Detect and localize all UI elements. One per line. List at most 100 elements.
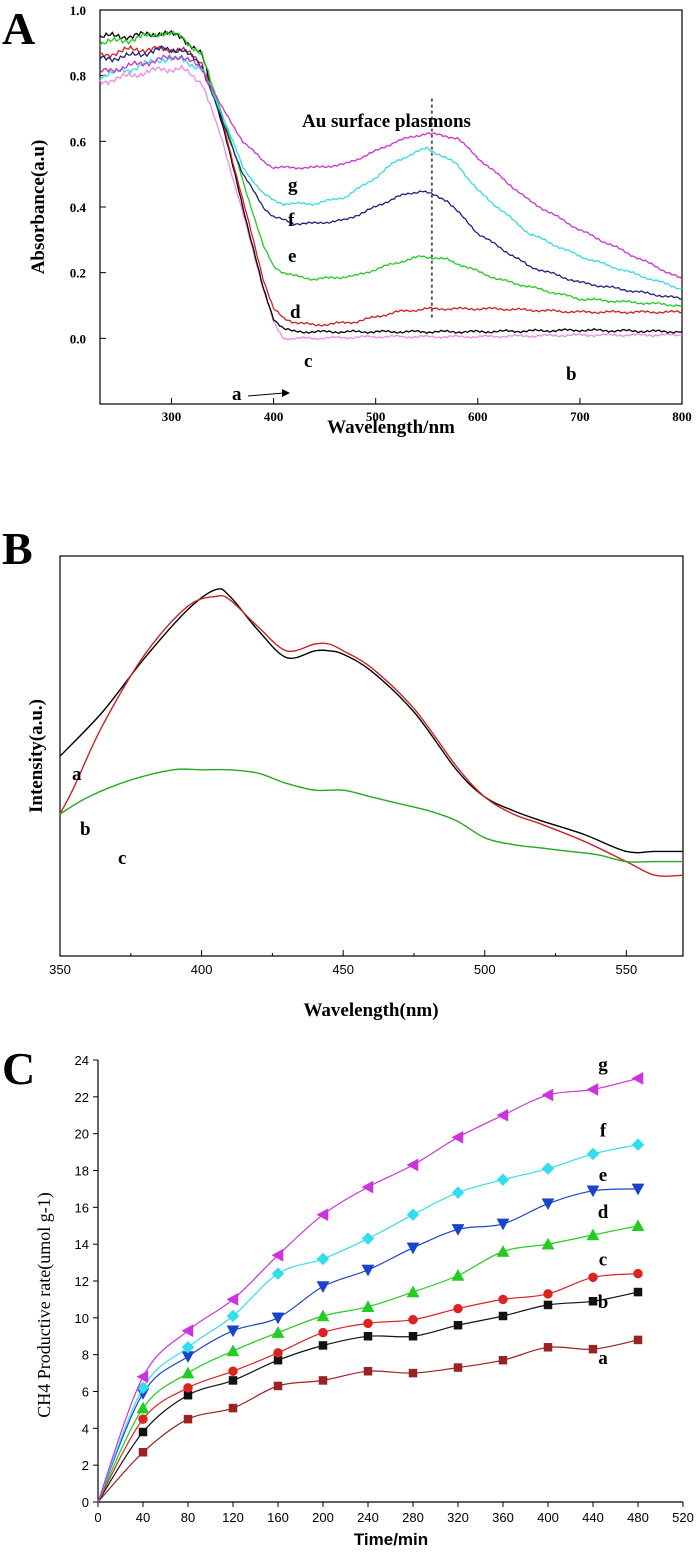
c-ytick-label: 18: [75, 1164, 89, 1179]
c-series-e-point: [631, 1183, 645, 1196]
a-series-f-line: [99, 55, 683, 290]
c-series-a-point: [543, 1343, 553, 1352]
c-series-e-point: [271, 1312, 285, 1325]
c-series-b-point: [318, 1341, 328, 1350]
c-series-g-point: [316, 1208, 329, 1222]
c-ytick-label: 8: [82, 1348, 89, 1363]
b-series-a-line: [59, 588, 683, 854]
c-series-d-point: [316, 1309, 330, 1322]
c-series-c-point: [363, 1318, 373, 1329]
c-series-f-point: [586, 1147, 600, 1161]
c-series-f-point: [316, 1252, 330, 1266]
c-series-f-point: [406, 1208, 420, 1222]
c-series-a-point: [273, 1381, 283, 1391]
c-ytick-label: 6: [82, 1385, 89, 1400]
c-series-b-point: [138, 1427, 148, 1437]
a-label-e: e: [288, 246, 296, 267]
a-label-f: f: [288, 210, 295, 231]
c-series-d-point: [496, 1245, 510, 1257]
c-series-e-point: [316, 1281, 330, 1294]
c-series-g-point: [361, 1180, 374, 1194]
c-label-a: a: [598, 1348, 608, 1369]
c-label-b: b: [598, 1292, 609, 1313]
panel-b-plot-frame: [59, 555, 684, 957]
c-series-f-point: [361, 1232, 375, 1245]
c-series-a-point: [453, 1363, 463, 1372]
panel-a-xlabel: Wavelength/nm: [327, 417, 455, 438]
panel-c-chart: C 0 40 80 120 160 200 240 280 320 360 400 440 480 520…: [2, 1043, 694, 1549]
c-series-d-point: [136, 1401, 150, 1414]
c-series-d-point: [541, 1237, 555, 1250]
a-ytick-label: 1.0: [70, 3, 86, 18]
a-ytick-label: 0.8: [70, 69, 87, 84]
a-label-a: a: [232, 384, 242, 405]
c-ytick-label: 24: [75, 1053, 89, 1068]
a-xtick-label: 400: [264, 409, 284, 424]
b-xtick-label: 550: [616, 962, 638, 977]
c-ytick-label: 12: [75, 1274, 89, 1289]
c-series-e-point: [451, 1224, 465, 1236]
c-xtick-label: 400: [537, 1510, 559, 1525]
c-series-e-point: [586, 1185, 600, 1198]
c-series-f-point: [226, 1309, 240, 1323]
c-series-c-point: [318, 1327, 328, 1338]
c-series-b-point: [633, 1287, 643, 1297]
a-xtick-label: 600: [468, 409, 488, 424]
a-ytick-label: 0.6: [70, 134, 87, 149]
a-label-b: b: [566, 364, 577, 385]
a-label-arrow: [247, 392, 285, 397]
c-xtick-label: 480: [627, 1510, 649, 1525]
b-label-b: b: [80, 819, 91, 840]
c-series-c-point: [273, 1348, 283, 1358]
c-label-e: e: [599, 1165, 607, 1186]
c-series-b-point: [453, 1320, 463, 1330]
c-ytick-label: 16: [75, 1200, 89, 1215]
c-series-c-point: [453, 1303, 463, 1314]
c-series-c-point: [183, 1383, 193, 1393]
c-series-c-point: [498, 1294, 508, 1305]
c-series-c-point: [228, 1366, 238, 1376]
a-series-g-line: [99, 54, 683, 280]
c-series-c-point: [633, 1268, 643, 1279]
a-series-a-line: [99, 64, 682, 341]
panel-b-xlabel: Wavelength(nm): [303, 1000, 438, 1020]
a-label-arrowhead: [282, 389, 290, 397]
c-series-e-point: [226, 1325, 240, 1338]
c-series-g-line: [97, 1077, 639, 1503]
a-ytick-label: 0.4: [70, 200, 87, 215]
panel-c-xlabel: Time/min: [354, 1530, 428, 1549]
panel-a-ylabel: Absorbance(a.u): [28, 140, 49, 275]
panel-a-chart: A 300 400 500 600 700 800 0.0 0.2 0.4 0.6 0.8 1.0 A…: [2, 3, 692, 438]
a-xtick-label: 800: [672, 409, 692, 424]
c-series-a-point: [228, 1403, 238, 1413]
panel-c-ylabel: CH4 Productive rate(umol g-1): [34, 1192, 55, 1417]
c-xtick-label: 440: [582, 1510, 604, 1525]
b-label-c: c: [118, 848, 126, 869]
c-ytick-label: 10: [75, 1311, 89, 1326]
b-xtick-label: 350: [49, 962, 71, 977]
c-series-d-point: [361, 1300, 375, 1313]
c-series-d-point: [631, 1219, 645, 1231]
c-series-e-point: [541, 1198, 555, 1211]
c-series-g-point: [541, 1088, 554, 1102]
c-series-b-point: [408, 1332, 418, 1341]
panel-b-label: B: [2, 523, 33, 574]
c-ytick-label: 4: [82, 1421, 89, 1436]
c-ytick-label: 2: [82, 1458, 89, 1473]
c-series-f-point: [181, 1340, 195, 1354]
a-series-b-line: [99, 29, 683, 335]
c-series-d-point: [451, 1268, 465, 1281]
b-xtick-label: 500: [474, 962, 496, 977]
c-label-g: g: [598, 1054, 608, 1075]
c-xtick-label: 80: [181, 1510, 195, 1525]
c-series-f-point: [496, 1173, 510, 1187]
c-series-d-point: [271, 1326, 285, 1338]
panel-b-chart: B 350 400 450 500 550 a b c Wavelength(nm) I…: [2, 523, 684, 1020]
panel-a-label: A: [2, 3, 35, 54]
c-series-e-point: [496, 1218, 510, 1231]
c-series-g-point: [181, 1324, 194, 1338]
c-xtick-label: 280: [402, 1510, 424, 1525]
a-series-e-line: [99, 45, 683, 300]
c-series-c-point: [543, 1289, 553, 1299]
a-series-d-line: [99, 30, 683, 308]
